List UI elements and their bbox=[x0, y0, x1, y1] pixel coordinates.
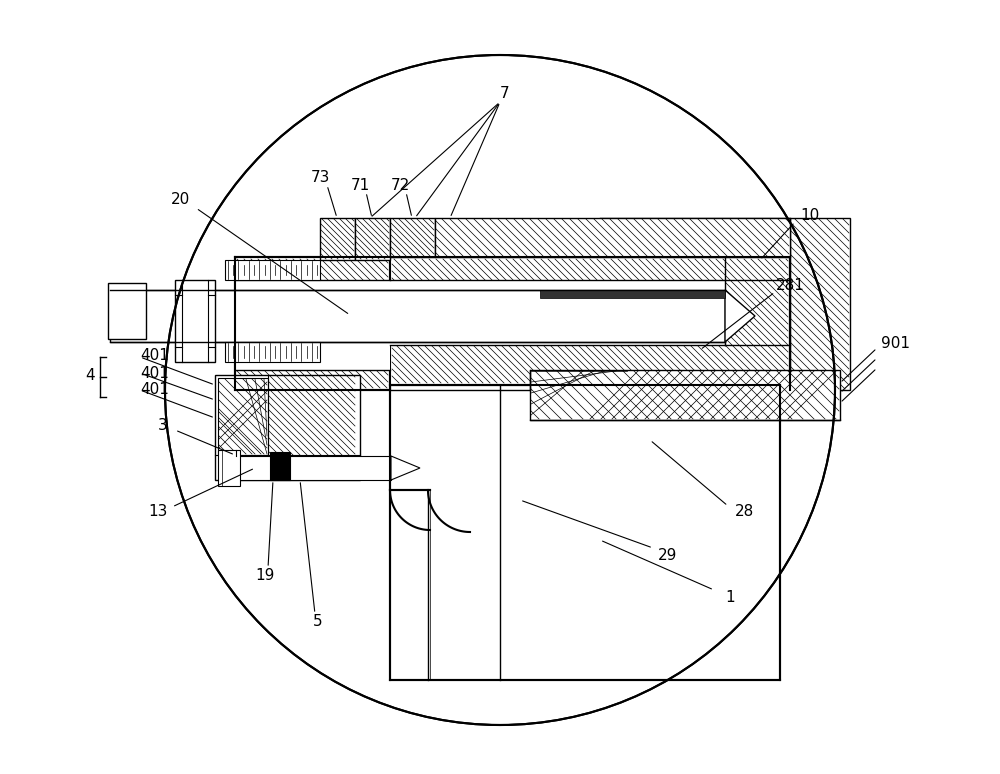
Text: 28: 28 bbox=[735, 505, 755, 519]
Bar bbox=[175, 280, 215, 362]
Text: 401: 401 bbox=[141, 348, 169, 362]
Text: 29: 29 bbox=[658, 549, 678, 563]
Text: 7: 7 bbox=[500, 85, 510, 101]
Bar bbox=[215, 375, 360, 480]
Bar bbox=[108, 283, 146, 339]
Bar bbox=[225, 260, 320, 280]
Text: 20: 20 bbox=[170, 193, 190, 207]
Polygon shape bbox=[391, 456, 420, 480]
Text: 10: 10 bbox=[800, 207, 820, 222]
Text: 73: 73 bbox=[310, 170, 330, 186]
Text: 5: 5 bbox=[313, 615, 323, 629]
Bar bbox=[235, 257, 390, 390]
Bar bbox=[218, 450, 240, 486]
Polygon shape bbox=[790, 218, 850, 390]
Text: 401: 401 bbox=[141, 365, 169, 381]
Text: 72: 72 bbox=[390, 177, 410, 193]
Bar bbox=[435, 218, 790, 257]
Bar bbox=[390, 280, 725, 345]
Bar bbox=[110, 290, 725, 342]
Text: 1: 1 bbox=[725, 590, 735, 604]
Polygon shape bbox=[725, 290, 755, 342]
Text: 13: 13 bbox=[148, 505, 168, 519]
Bar bbox=[540, 290, 725, 298]
Bar bbox=[390, 257, 790, 385]
Bar bbox=[218, 378, 268, 455]
Text: 281: 281 bbox=[776, 278, 804, 293]
Text: 901: 901 bbox=[881, 335, 910, 351]
Text: 19: 19 bbox=[255, 567, 275, 583]
Bar bbox=[235, 280, 390, 370]
Bar bbox=[390, 385, 780, 680]
Text: 3: 3 bbox=[158, 417, 168, 433]
Bar bbox=[225, 342, 320, 362]
Bar bbox=[355, 218, 390, 260]
Bar bbox=[530, 370, 840, 420]
Text: 4: 4 bbox=[85, 368, 95, 382]
Text: 71: 71 bbox=[350, 177, 370, 193]
Bar bbox=[236, 456, 391, 480]
Bar bbox=[270, 452, 290, 480]
Text: 401: 401 bbox=[141, 382, 169, 398]
Bar bbox=[320, 218, 355, 260]
Bar bbox=[390, 218, 435, 257]
